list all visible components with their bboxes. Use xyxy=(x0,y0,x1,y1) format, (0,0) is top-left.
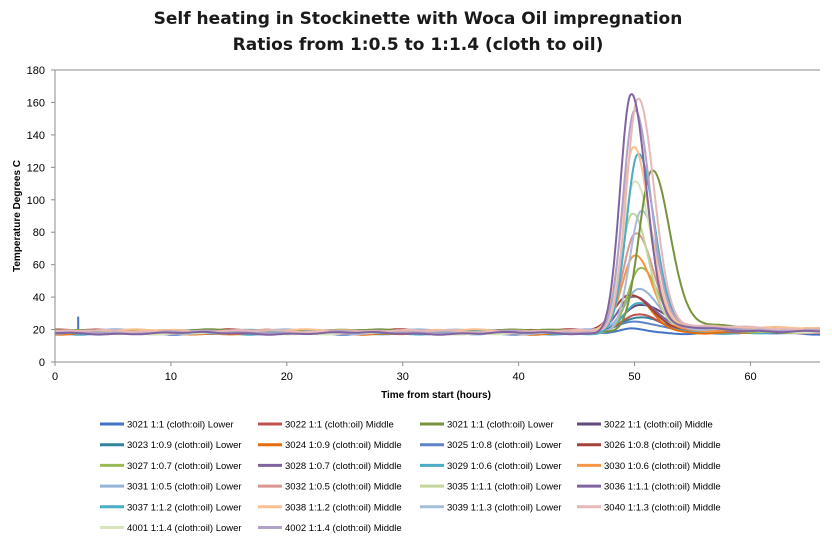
chart-subtitle: Ratios from 1:0.5 to 1:1.4 (cloth to oil… xyxy=(233,35,604,55)
legend-entry: 3031 1:0.5 (cloth:oil) Lower xyxy=(127,482,242,493)
y-axis-label: Temperature Degrees C xyxy=(12,160,23,272)
series-line xyxy=(55,93,820,336)
legend-entry: 3036 1:1.1 (cloth:oil) Middle xyxy=(604,482,721,493)
y-tick-label: 140 xyxy=(27,130,45,142)
legend-entry: 3030 1:0.6 (cloth:oil) Middle xyxy=(604,461,721,472)
series-layer xyxy=(54,93,821,336)
legend-entry: 3023 1:0.9 (cloth:oil) Lower xyxy=(127,440,242,451)
series-line xyxy=(54,180,820,336)
legend-entry: 3027 1:0.7 (cloth:oil) Lower xyxy=(127,461,242,472)
series-line xyxy=(54,109,821,335)
series-line xyxy=(54,97,820,334)
x-tick-label: 30 xyxy=(397,371,409,383)
series-line xyxy=(55,254,821,335)
series-line xyxy=(54,232,820,336)
y-tick-label: 100 xyxy=(27,195,45,207)
y-tick-label: 0 xyxy=(39,357,45,369)
legend-entry: 3037 1:1.2 (cloth:oil) Lower xyxy=(127,502,242,513)
y-tick-label: 180 xyxy=(27,65,45,77)
legend: 3021 1:1 (cloth:oil) Lower 3022 1:1 (clot… xyxy=(100,420,721,534)
legend-entry: 3022 1:1 (cloth:oil) Middle xyxy=(604,420,713,431)
legend-entry: 3039 1:1.3 (cloth:oil) Lower xyxy=(447,502,562,513)
legend-entry: 3032 1:0.5 (cloth:oil) Middle xyxy=(285,482,402,493)
series-line xyxy=(55,169,821,334)
x-tick-label: 0 xyxy=(52,371,58,383)
x-tick-label: 50 xyxy=(628,371,640,383)
axes-layer: 0 20 40 60 80 100 120 140 160 180 0 10 20 30 40 50 60 xyxy=(27,65,820,383)
y-tick-label: 80 xyxy=(33,227,45,239)
legend-entry: 3024 1:0.9 (cloth:oil) Middle xyxy=(285,440,402,451)
x-tick-label: 10 xyxy=(165,371,177,383)
y-tick-label: 120 xyxy=(27,162,45,174)
legend-entry: 3022 1:1 (cloth:oil) Middle xyxy=(285,420,394,431)
legend-entry: 3025 1:0.8 (cloth:oil) Lower xyxy=(447,440,562,451)
series-line xyxy=(54,146,821,334)
chart-title: Self heating in Stockinette with Woca Oi… xyxy=(154,9,683,29)
legend-entry: 4001 1:1.4 (cloth:oil) Lower xyxy=(127,523,242,534)
y-tick-label: 160 xyxy=(27,97,45,109)
x-tick-label: 20 xyxy=(281,371,293,383)
series-line xyxy=(55,152,820,335)
series-line xyxy=(54,209,821,336)
legend-entry: 3029 1:0.6 (cloth:oil) Lower xyxy=(447,461,562,472)
y-tick-label: 20 xyxy=(33,325,45,337)
series-line xyxy=(54,212,820,334)
legend-entry: 3028 1:0.7 (cloth:oil) Middle xyxy=(285,461,402,472)
x-tick-label: 60 xyxy=(744,371,756,383)
legend-entry: 3021 1:1 (cloth:oil) Lower xyxy=(447,420,554,431)
legend-entry: 3038 1:1.2 (cloth:oil) Middle xyxy=(285,502,402,513)
y-tick-label: 60 xyxy=(33,260,45,272)
legend-entry: 3040 1:1.3 (cloth:oil) Middle xyxy=(604,502,721,513)
legend-entry: 3035 1:1.1 (cloth:oil) Lower xyxy=(447,482,562,493)
legend-entry: 3026 1:0.8 (cloth:oil) Middle xyxy=(604,440,721,451)
y-tick-label: 40 xyxy=(33,292,45,304)
x-axis-label: Time from start (hours) xyxy=(381,390,491,401)
x-tick-label: 40 xyxy=(513,371,525,383)
legend-entry: 4002 1:1.4 (cloth:oil) Middle xyxy=(285,523,402,534)
legend-entry: 3021 1:1 (cloth:oil) Lower xyxy=(127,420,234,431)
